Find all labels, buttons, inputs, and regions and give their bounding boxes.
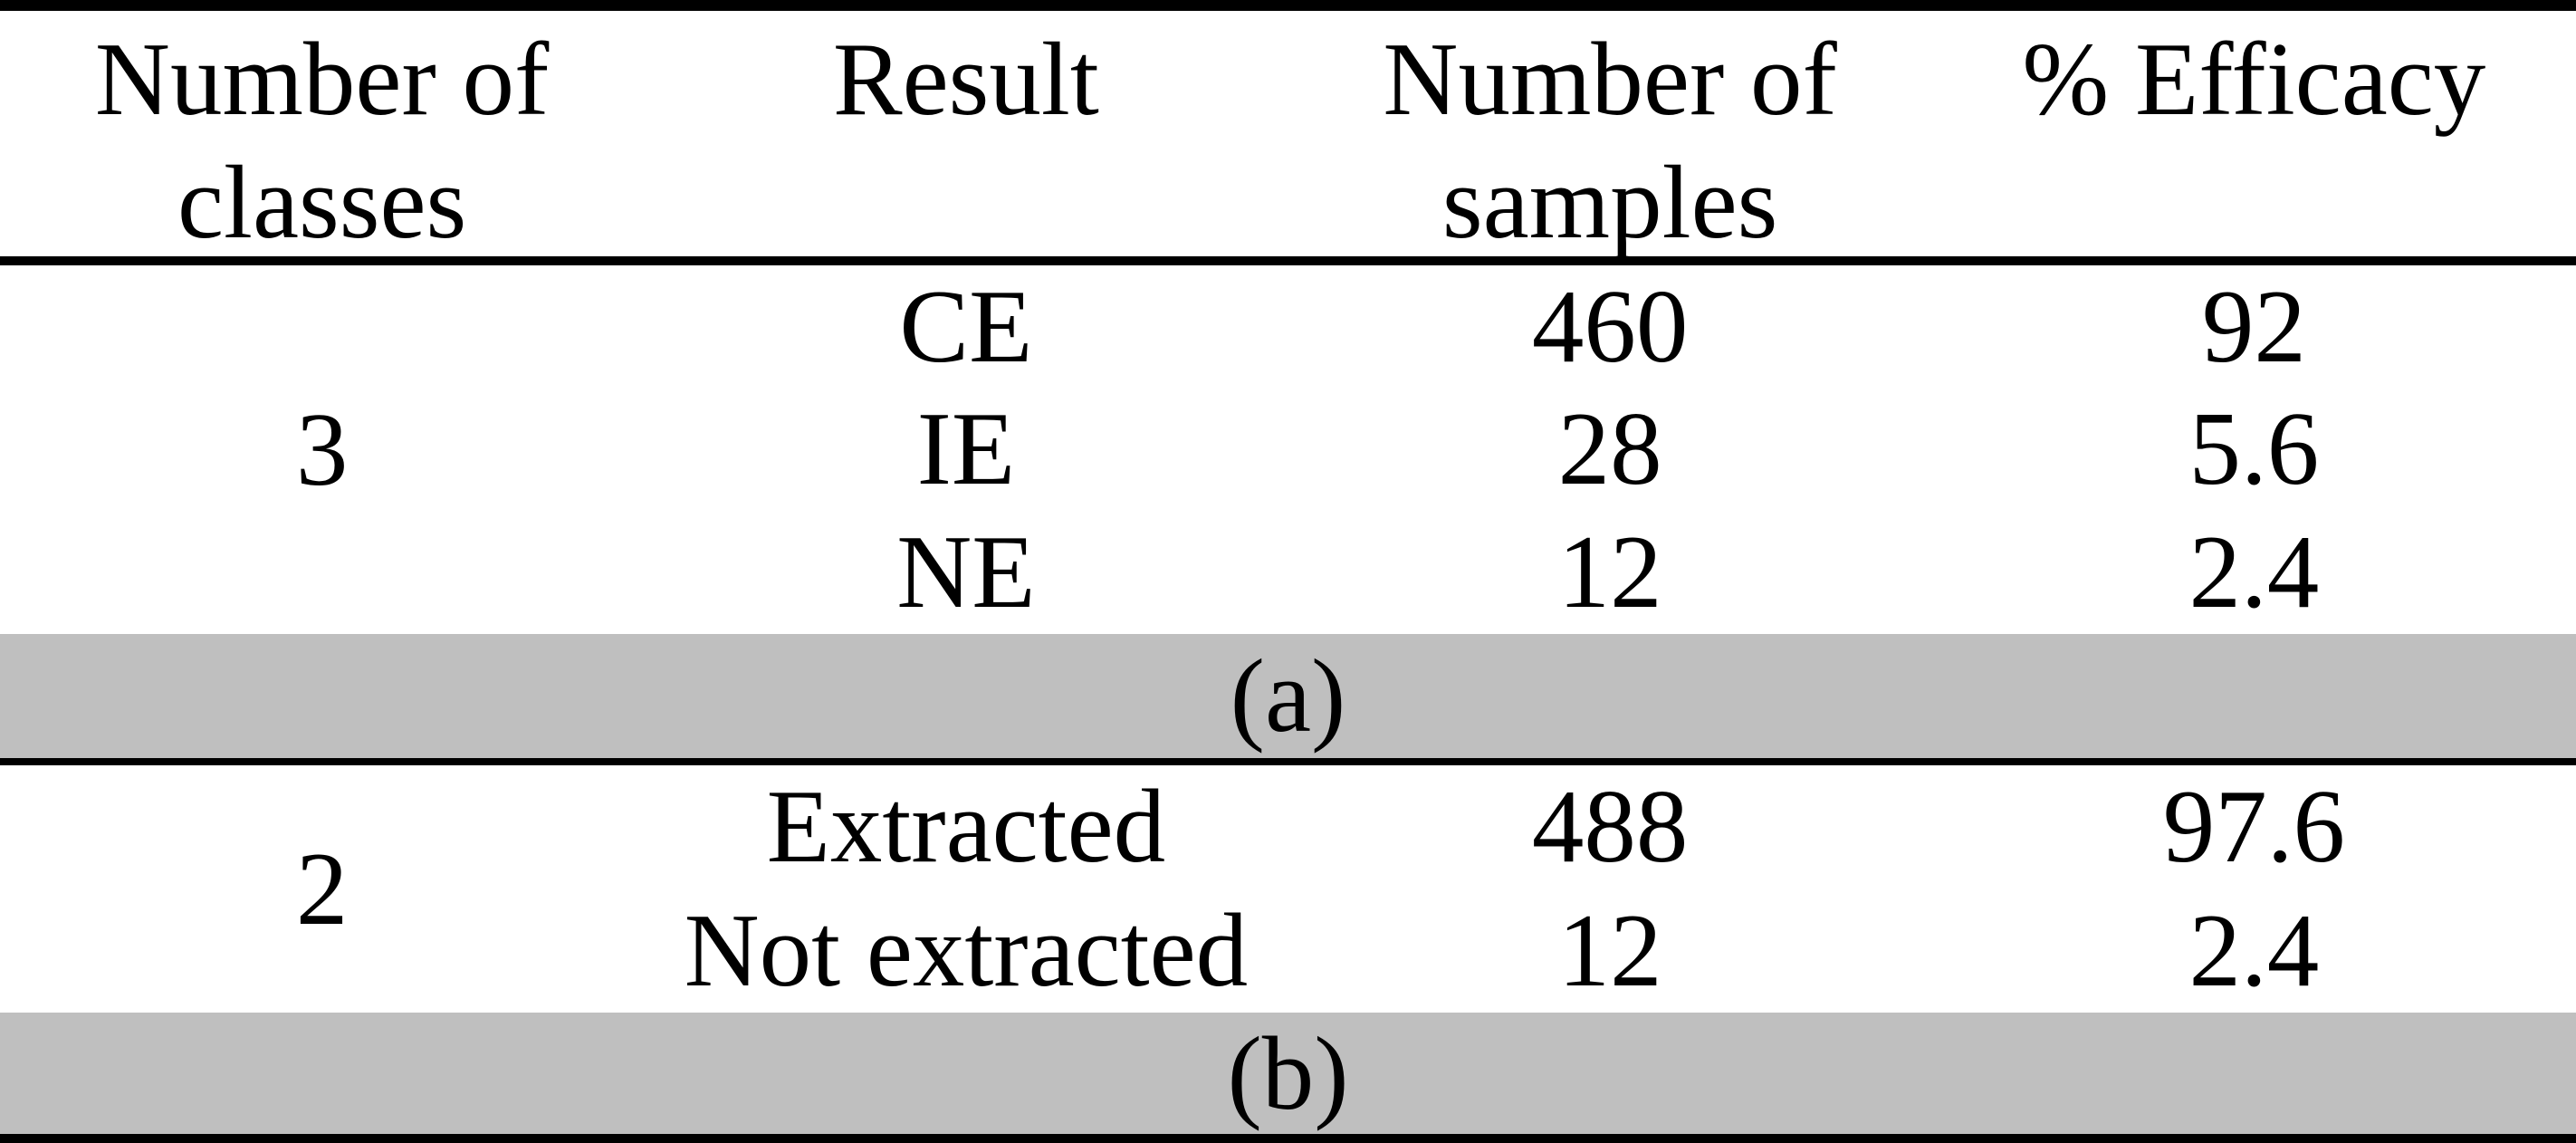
subcaption-a-label: (a) (1230, 639, 1346, 754)
col-header-result: Result (832, 22, 1099, 137)
result-value: NE (896, 514, 1036, 630)
section-a-bottom-rule (0, 758, 2576, 765)
col-header-number-of-classes: Number of classes (94, 22, 550, 260)
table-header-row: Number of classes Result Number of sampl… (0, 11, 2576, 260)
efficacy-value: 2.4 (2188, 892, 2320, 1008)
samples-value: 12 (1557, 514, 1662, 630)
top-rule (0, 0, 2576, 11)
table-section-b: 2 Extracted 488 97.6 Not extracted 12 2.… (0, 765, 2576, 1013)
efficacy-value: 5.6 (2188, 391, 2320, 507)
col-header-number-of-samples: Number of samples (1383, 22, 1837, 260)
result-value: Extracted (766, 769, 1166, 885)
efficacy-value: 92 (2201, 268, 2306, 384)
samples-value: 12 (1557, 892, 1662, 1008)
subcaption-b-label: (b) (1227, 1015, 1349, 1131)
result-value: CE (899, 268, 1033, 384)
result-value: Not extracted (684, 892, 1249, 1008)
classes-value: 3 (295, 391, 349, 507)
classes-value: 2 (295, 831, 349, 946)
samples-value: 28 (1557, 391, 1662, 507)
result-value: IE (916, 391, 1016, 507)
table-section-a: 3 CE 460 92 IE 28 5.6 NE 12 2.4 (0, 265, 2576, 634)
subcaption-b-band: (b) (0, 1013, 2576, 1134)
header-rule (0, 256, 2576, 265)
samples-value: 460 (1531, 268, 1689, 384)
col-header-efficacy: % Efficacy (2022, 22, 2486, 137)
efficacy-value: 97.6 (2162, 769, 2345, 885)
efficacy-value: 2.4 (2188, 514, 2320, 630)
bottom-rule (0, 1134, 2576, 1143)
samples-value: 488 (1531, 769, 1689, 885)
subcaption-a-band: (a) (0, 634, 2576, 758)
